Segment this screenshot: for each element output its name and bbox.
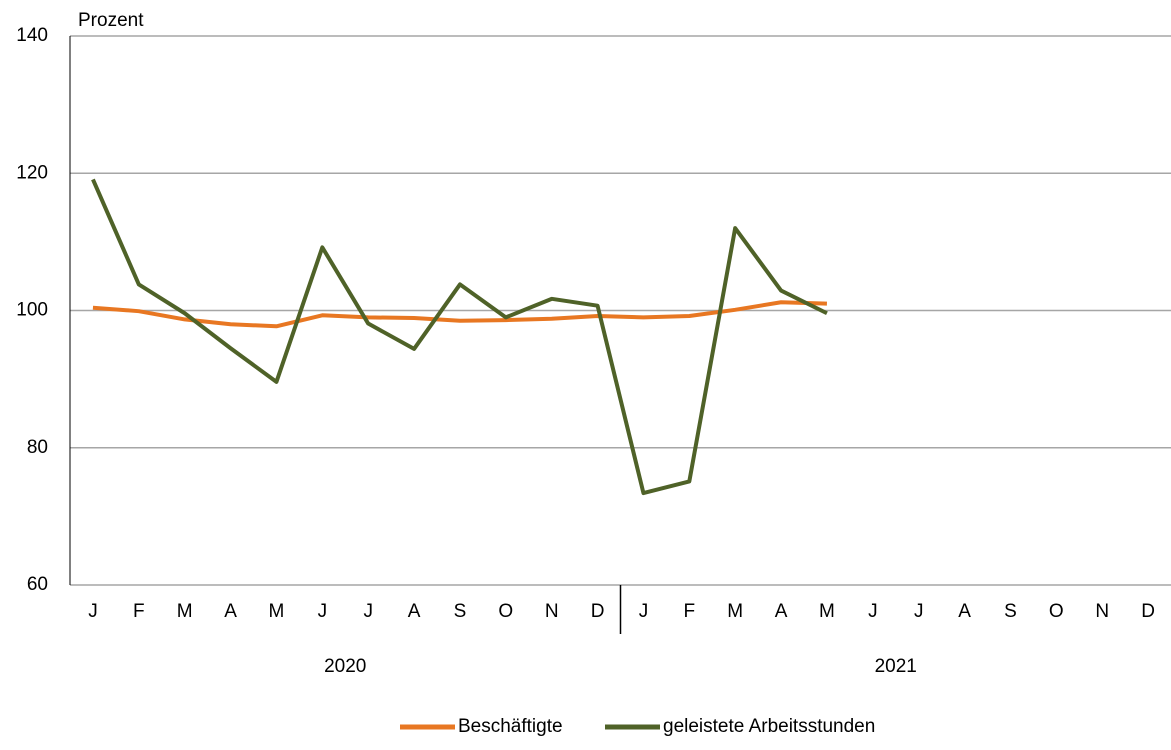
- year-label: 2021: [875, 656, 917, 677]
- x-tick-label: N: [545, 601, 559, 622]
- series-line: [92, 300, 827, 329]
- x-tick-label: A: [958, 601, 971, 622]
- x-tick-label: A: [224, 601, 237, 622]
- x-tick-label: O: [1049, 601, 1064, 622]
- legend-label: geleistete Arbeitsstunden: [663, 716, 875, 737]
- legend-label: Beschäftigte: [458, 716, 563, 737]
- year-label: 2020: [324, 656, 366, 677]
- x-tick-label: A: [408, 601, 421, 622]
- x-tick-label: M: [269, 601, 285, 622]
- x-tick-label: F: [133, 601, 145, 622]
- x-tick-label: D: [591, 601, 605, 622]
- y-axis-unit: Prozent: [78, 10, 144, 31]
- x-tick-label: N: [1095, 601, 1109, 622]
- x-tick-label: D: [1141, 601, 1155, 622]
- y-tick-label: 120: [16, 162, 48, 183]
- x-tick-label: M: [727, 601, 743, 622]
- y-tick-label: 100: [16, 300, 48, 321]
- x-tick-label: J: [868, 601, 878, 622]
- y-tick-label: 60: [27, 574, 48, 595]
- x-tick-label: J: [363, 601, 373, 622]
- x-tick-label: M: [177, 601, 193, 622]
- x-tick-label: S: [1004, 601, 1017, 622]
- x-tick-label: J: [318, 601, 328, 622]
- x-tick-label: A: [775, 601, 788, 622]
- x-tick-label: J: [914, 601, 924, 622]
- x-tick-label: J: [639, 601, 649, 622]
- x-tick-label: F: [684, 601, 696, 622]
- y-tick-label: 80: [27, 437, 48, 458]
- x-tick-label: O: [498, 601, 513, 622]
- x-tick-label: M: [819, 601, 835, 622]
- x-tick-label: J: [88, 601, 98, 622]
- y-tick-label: 140: [16, 25, 48, 46]
- series-line: [91, 178, 828, 496]
- x-tick-label: S: [454, 601, 467, 622]
